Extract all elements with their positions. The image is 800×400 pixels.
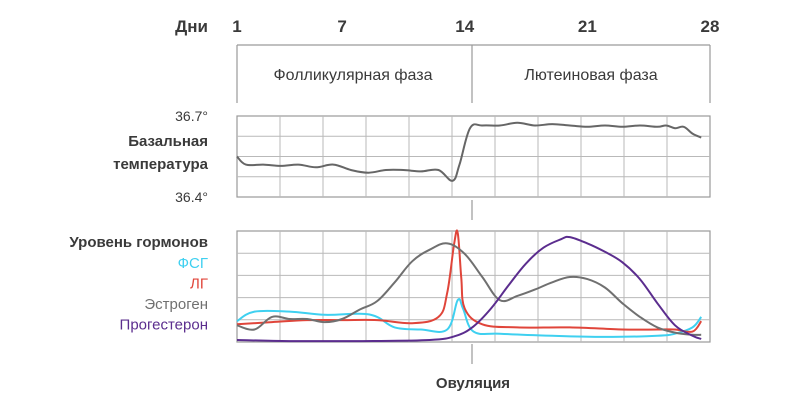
hormone-line-1: [236, 298, 703, 338]
legend-entry-1: ФСГ: [178, 255, 208, 272]
days-axis-label: Дни: [175, 17, 208, 36]
legend-entry-4: Прогестерон: [120, 317, 208, 334]
temperature-top-label: 36.7°: [175, 108, 208, 124]
temperature-bottom-label: 36.4°: [175, 189, 208, 205]
legend-entry-3: Эстроген: [144, 296, 208, 313]
temperature-label-line2: температура: [113, 156, 209, 173]
hormone-grid-frame: [236, 230, 711, 343]
follicular-phase-label: Фолликулярная фаза: [273, 67, 432, 84]
temperature-grid: [236, 115, 711, 198]
legend-entry-2: ЛГ: [190, 276, 208, 293]
hormone-line-4: [236, 235, 702, 343]
ovulation-label: Овуляция: [436, 375, 510, 392]
hormone-legend: ФСГ ЛГ Эстроген Прогестерон: [120, 255, 208, 334]
day-tick-labels: 1 7 14 21 28: [232, 17, 719, 36]
luteal-phase-label: Лютеиновая фаза: [524, 67, 657, 84]
day-tick-7: 7: [337, 17, 346, 36]
hormone-grid: [236, 230, 711, 343]
hormone-lines: [236, 229, 703, 343]
hormone-line-2: [236, 229, 703, 333]
temperature-line: [236, 121, 702, 182]
hormones-title: Уровень гормонов: [69, 234, 208, 251]
temperature-label-line1: Базальная: [128, 133, 208, 150]
hormone-line-3: [236, 242, 702, 336]
day-tick-28: 28: [701, 17, 720, 36]
day-tick-21: 21: [578, 17, 597, 36]
day-tick-1: 1: [232, 17, 241, 36]
day-tick-14: 14: [455, 17, 474, 36]
